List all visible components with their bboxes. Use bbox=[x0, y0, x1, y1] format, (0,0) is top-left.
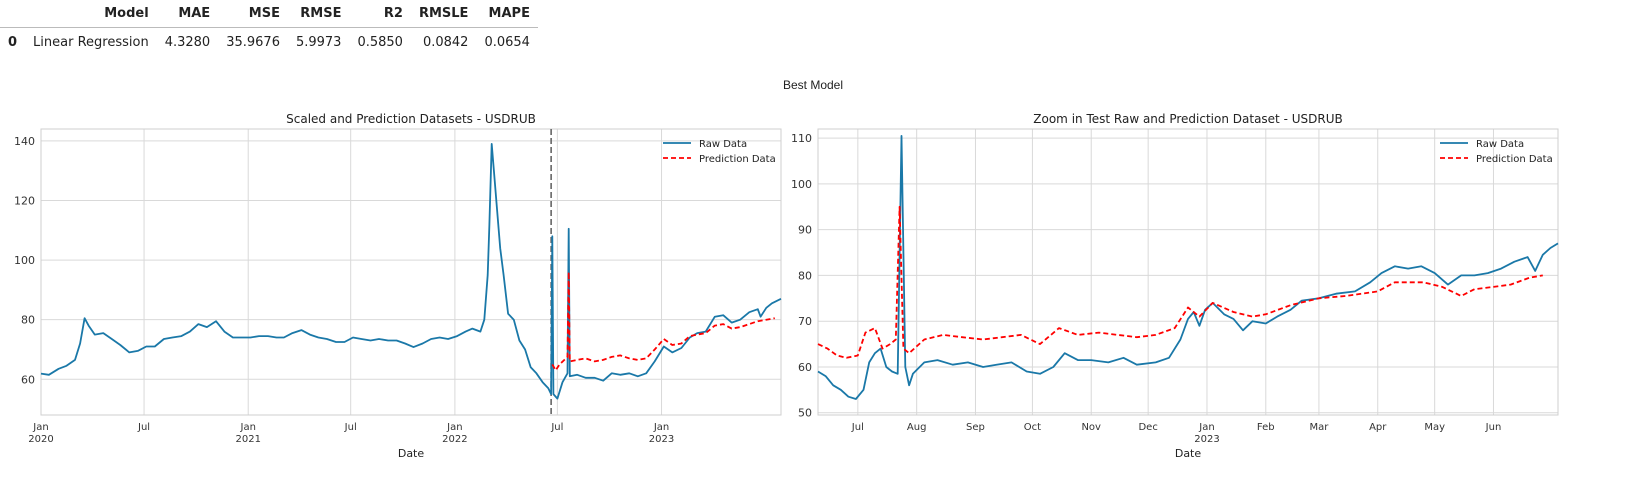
row-mae: 4.3280 bbox=[164, 35, 211, 50]
x-tick-label: Jan 2021 bbox=[235, 422, 260, 445]
x-tick-label: Jul bbox=[851, 422, 864, 433]
row-mse: 35.9676 bbox=[226, 35, 280, 50]
x-tick-label: Jan 2022 bbox=[442, 422, 467, 445]
x-tick-label: Mar bbox=[1309, 422, 1329, 433]
x-tick-label: Jan 2023 bbox=[649, 422, 674, 445]
header-mape: MAPE bbox=[476, 0, 538, 28]
x-tick-label: Jun bbox=[1485, 422, 1502, 433]
legend-label: Raw Data bbox=[1476, 139, 1524, 150]
row-model: Linear Regression bbox=[33, 35, 149, 50]
x-tick-label: Jul bbox=[137, 422, 150, 433]
x-tick-label: May bbox=[1424, 422, 1445, 433]
figure-suptitle: Best Model bbox=[782, 78, 844, 92]
y-tick-label: 90 bbox=[798, 224, 812, 237]
x-tick-label: Feb bbox=[1257, 422, 1275, 433]
row-rmse: 5.9973 bbox=[295, 35, 342, 50]
row-rmsle: 0.0842 bbox=[422, 35, 469, 50]
raw-data-line bbox=[40, 142, 782, 400]
row-index: 0 bbox=[8, 35, 18, 50]
row-mape: 0.0654 bbox=[484, 35, 530, 50]
y-tick-label: 80 bbox=[21, 314, 35, 327]
header-rmse: RMSE bbox=[287, 0, 350, 28]
y-tick-label: 80 bbox=[798, 269, 812, 282]
x-tick-label: Sep bbox=[966, 422, 985, 433]
row-r2: 0.5850 bbox=[357, 35, 403, 50]
y-tick-label: 140 bbox=[14, 135, 35, 148]
x-tick-label: Nov bbox=[1081, 422, 1101, 433]
chart-title: Zoom in Test Raw and Prediction Dataset … bbox=[1033, 112, 1342, 126]
chart-title: Scaled and Prediction Datasets - USDRUB bbox=[286, 112, 536, 126]
y-tick-label: 50 bbox=[798, 407, 812, 420]
y-tick-label: 100 bbox=[14, 254, 35, 267]
metrics-table: Model MAE MSE RMSE R2 RMSLE MAPE 0 Linea… bbox=[0, 0, 538, 57]
header-r2: R2 bbox=[349, 0, 411, 28]
plot-area bbox=[818, 129, 1558, 415]
y-tick-label: 60 bbox=[21, 373, 35, 386]
y-tick-label: 60 bbox=[798, 361, 812, 374]
x-tick-label: Jul bbox=[550, 422, 563, 433]
header-model: Model bbox=[25, 0, 157, 28]
legend-label: Raw Data bbox=[699, 139, 747, 150]
plot-frame bbox=[40, 128, 782, 416]
header-mae: MAE bbox=[156, 0, 219, 28]
x-tick-label: Oct bbox=[1024, 422, 1041, 433]
y-tick-label: 100 bbox=[791, 178, 812, 191]
legend-label: Prediction Data bbox=[699, 154, 776, 165]
legend-label: Prediction Data bbox=[1476, 154, 1553, 165]
table-header-row: Model MAE MSE RMSE R2 RMSLE MAPE bbox=[0, 0, 538, 28]
y-tick-label: 120 bbox=[14, 195, 35, 208]
header-rmsle: RMSLE bbox=[410, 0, 477, 28]
x-tick-label: Apr bbox=[1369, 422, 1387, 433]
x-axis-label: Date bbox=[1175, 447, 1202, 460]
y-tick-label: 70 bbox=[798, 315, 812, 328]
x-tick-label: Dec bbox=[1138, 422, 1157, 433]
chart-2: 50 60 70 80 90 100 110 Jul Aug Sep Oct Nov Dec Jan 202… bbox=[791, 112, 1559, 460]
prediction-data-line bbox=[551, 271, 775, 372]
y-tick-label: 110 bbox=[791, 132, 812, 145]
raw-data-line bbox=[817, 134, 1559, 400]
header-index bbox=[0, 0, 26, 28]
header-mse: MSE bbox=[218, 0, 288, 28]
plot-area bbox=[41, 129, 781, 415]
chart-1: 60 80 100 120 140 Jan 2020 Jul Jan 2021 Jul Jan 2022… bbox=[14, 112, 782, 460]
x-tick-label: Jul bbox=[344, 422, 357, 433]
x-axis-label: Date bbox=[398, 447, 425, 460]
plot-frame bbox=[817, 128, 1559, 416]
prediction-data-line bbox=[817, 205, 1543, 359]
x-tick-label: Jan 2023 bbox=[1194, 422, 1219, 445]
x-tick-label: Aug bbox=[907, 422, 927, 433]
x-tick-label: Jan 2020 bbox=[28, 422, 53, 445]
table-row: 0 Linear Regression 4.3280 35.9676 5.997… bbox=[0, 28, 538, 58]
